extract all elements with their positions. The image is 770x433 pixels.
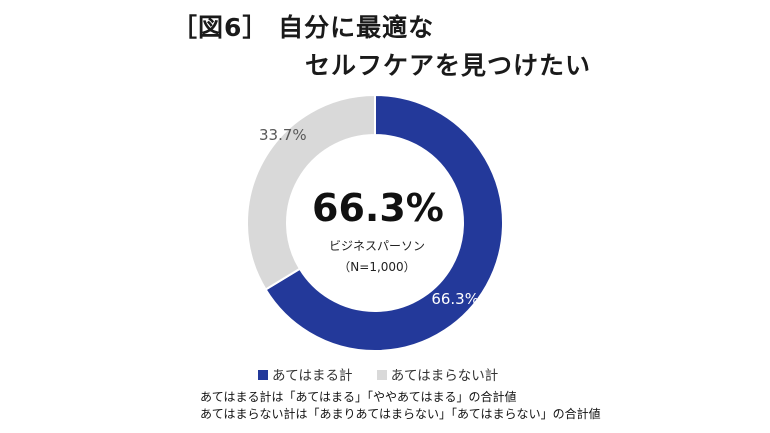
donut-slice-0 [264, 93, 504, 352]
footnotes: あてはまる計は「あてはまる」「ややあてはまる」の合計値 あてはまらない計は「あま… [200, 389, 601, 423]
donut-chart: 66.3% 33.7% [245, 93, 505, 353]
legend-item-not-applies: あてはまらない計 [376, 364, 499, 384]
data-label-0: 66.3% [431, 290, 479, 308]
footnote-applies: あてはまる計は「あてはまる」「ややあてはまる」の合計値 [200, 390, 517, 404]
legend-swatch-not-applies [376, 370, 387, 380]
legend-item-applies: あてはまる計 [258, 364, 352, 384]
center-sample-size: （N=1,000） [338, 260, 416, 274]
footnote-not-applies: あてはまらない計は「あまりあてはまらない」「あてはまらない」の合計値 [200, 407, 601, 421]
data-label-1: 33.7% [259, 126, 307, 144]
legend-label-applies: あてはまる計 [272, 368, 353, 384]
center-group-label: ビジネスパーソン [328, 239, 425, 253]
legend-swatch-applies [258, 370, 268, 380]
donut-slice-1 [246, 93, 376, 291]
legend: あてはまる計 あてはまらない計 [258, 364, 518, 384]
donut-svg: 66.3% 33.7% [246, 93, 504, 352]
chart-title: ［図6］ 自分に最適な セルフケアを見つけたい [0, 0, 770, 80]
center-percentage: 66.3% [312, 186, 444, 230]
chart-title-line2: セルフケアを見つけたい [305, 51, 592, 80]
chart-title-line1: ［図6］ 自分に最適な [172, 13, 435, 42]
legend-label-not-applies: あてはまらない計 [390, 368, 499, 384]
